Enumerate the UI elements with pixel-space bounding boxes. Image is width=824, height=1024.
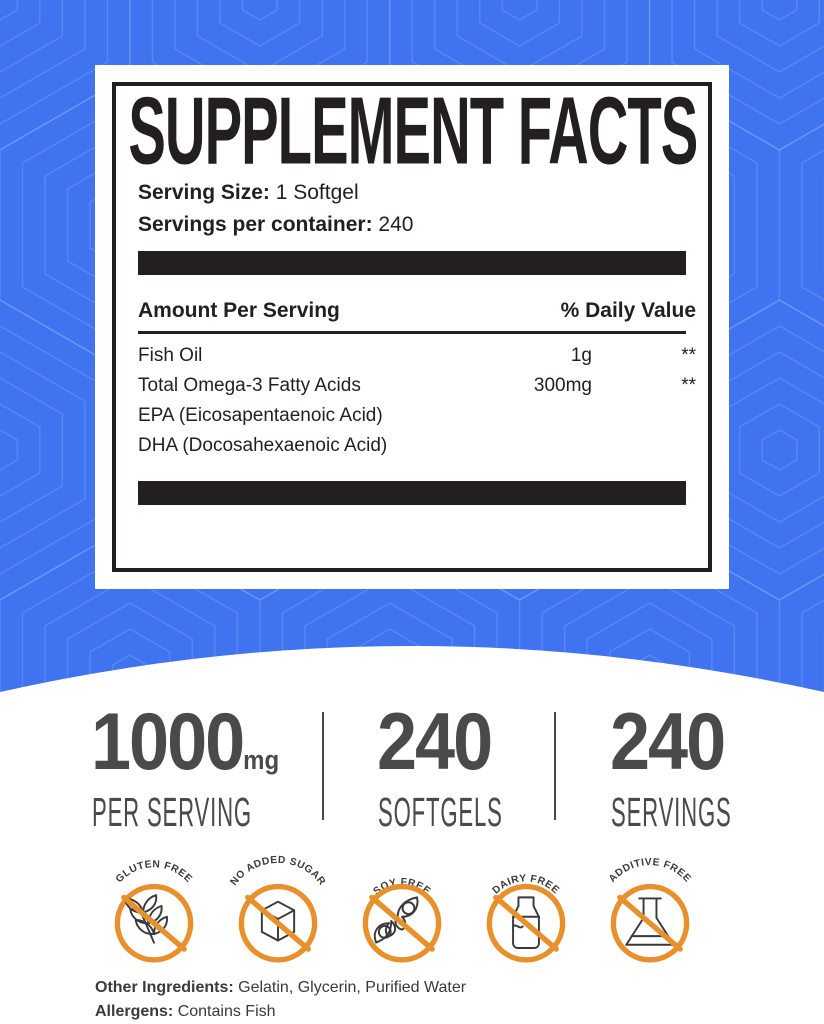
svg-text:NO ADDED SUGAR: NO ADDED SUGAR xyxy=(229,855,328,888)
svg-text:ADDITIVE FREE: ADDITIVE FREE xyxy=(607,857,693,885)
svg-text:GLUTEN FREE: GLUTEN FREE xyxy=(114,859,194,885)
